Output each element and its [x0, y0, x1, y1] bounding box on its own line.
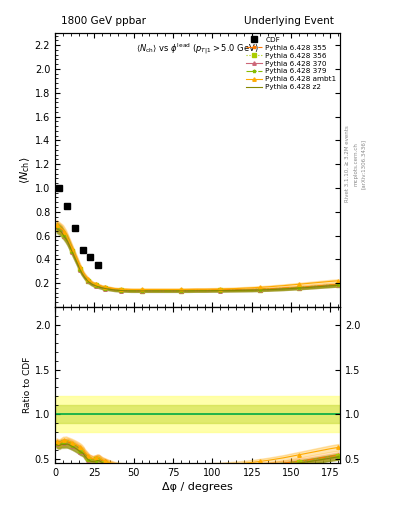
Pythia 6.428 355 — [305, 284, 309, 290]
Pythia 6.428 ambt1 — [336, 278, 341, 284]
Pythia 6.428 370 — [86, 279, 90, 285]
Pythia 6.428 355 — [62, 231, 67, 238]
Pythia 6.428 356 — [79, 269, 84, 275]
Pythia 6.428 z2 — [54, 225, 59, 231]
Pythia 6.428 355 — [98, 283, 103, 289]
Pythia 6.428 ambt1 — [128, 286, 133, 292]
Pythia 6.428 z2 — [62, 233, 67, 240]
Line: Pythia 6.428 370: Pythia 6.428 370 — [55, 225, 340, 293]
Text: $\langle N_\mathrm{ch}\rangle$ vs $\phi^\mathrm{lead}$ ($p_{T|1} > 5.0$ GeV): $\langle N_\mathrm{ch}\rangle$ vs $\phi^… — [136, 41, 259, 57]
Pythia 6.428 ambt1 — [79, 267, 84, 273]
Pythia 6.428 356 — [336, 282, 341, 288]
CDF — [72, 225, 77, 231]
Text: Rivet 3.1.10, ≥ 3.2M events: Rivet 3.1.10, ≥ 3.2M events — [345, 125, 350, 202]
Pythia 6.428 355 — [54, 223, 59, 229]
Text: [arXiv:1306.3436]: [arXiv:1306.3436] — [361, 139, 366, 189]
Pythia 6.428 356 — [86, 278, 90, 284]
Line: Pythia 6.428 z2: Pythia 6.428 z2 — [57, 228, 338, 291]
Pythia 6.428 356 — [54, 224, 59, 230]
Pythia 6.428 379 — [234, 287, 239, 293]
Pythia 6.428 z2 — [305, 285, 309, 291]
Pythia 6.428 379 — [79, 270, 84, 276]
Line: CDF: CDF — [55, 184, 102, 269]
CDF — [96, 262, 101, 268]
Pythia 6.428 370 — [128, 288, 133, 294]
Pythia 6.428 ambt1 — [86, 276, 90, 282]
Pythia 6.428 ambt1 — [305, 281, 309, 287]
Pythia 6.428 z2 — [98, 284, 103, 290]
Pythia 6.428 z2 — [234, 287, 239, 293]
CDF — [64, 203, 69, 209]
Pythia 6.428 379 — [98, 284, 103, 290]
Y-axis label: $\langle N_\mathrm{ch}\rangle$: $\langle N_\mathrm{ch}\rangle$ — [18, 156, 32, 184]
CDF — [57, 185, 61, 191]
Pythia 6.428 370 — [79, 270, 84, 276]
Pythia 6.428 356 — [234, 287, 239, 293]
Pythia 6.428 z2 — [86, 279, 90, 285]
Text: mcplots.cern.ch: mcplots.cern.ch — [354, 142, 359, 186]
Pythia 6.428 379 — [128, 288, 133, 294]
Pythia 6.428 379 — [62, 232, 67, 239]
Pythia 6.428 379 — [305, 285, 309, 291]
Text: 1800 GeV ppbar: 1800 GeV ppbar — [61, 16, 146, 27]
Pythia 6.428 370 — [62, 232, 67, 239]
Pythia 6.428 355 — [234, 287, 239, 293]
Pythia 6.428 355 — [86, 276, 90, 283]
Pythia 6.428 355 — [131, 287, 136, 293]
Pythia 6.428 356 — [62, 232, 67, 239]
Pythia 6.428 379 — [86, 279, 90, 285]
Pythia 6.428 379 — [54, 224, 59, 230]
CDF — [88, 254, 93, 260]
Line: Pythia 6.428 355: Pythia 6.428 355 — [55, 224, 340, 292]
Pythia 6.428 ambt1 — [54, 222, 59, 228]
Pythia 6.428 ambt1 — [62, 229, 67, 235]
Pythia 6.428 370 — [98, 284, 103, 290]
Pythia 6.428 355 — [336, 281, 341, 287]
Bar — [55, 406, 340, 423]
Pythia 6.428 z2 — [336, 282, 341, 288]
Pythia 6.428 370 — [305, 285, 309, 291]
Pythia 6.428 370 — [336, 282, 341, 288]
Pythia 6.428 355 — [79, 268, 84, 274]
Pythia 6.428 370 — [54, 224, 59, 230]
Text: Underlying Event: Underlying Event — [244, 16, 334, 27]
Pythia 6.428 ambt1 — [98, 283, 103, 289]
Pythia 6.428 ambt1 — [234, 286, 239, 292]
Pythia 6.428 z2 — [128, 288, 133, 294]
Pythia 6.428 356 — [98, 284, 103, 290]
Pythia 6.428 370 — [234, 287, 239, 293]
Y-axis label: Ratio to CDF: Ratio to CDF — [23, 357, 32, 413]
Pythia 6.428 379 — [336, 282, 341, 288]
Line: Pythia 6.428 379: Pythia 6.428 379 — [55, 225, 340, 293]
CDF — [80, 247, 85, 253]
Pythia 6.428 356 — [305, 284, 309, 290]
Line: Pythia 6.428 ambt1: Pythia 6.428 ambt1 — [55, 223, 340, 291]
Pythia 6.428 356 — [131, 288, 136, 294]
Legend: CDF, Pythia 6.428 355, Pythia 6.428 356, Pythia 6.428 370, Pythia 6.428 379, Pyt: CDF, Pythia 6.428 355, Pythia 6.428 356,… — [245, 35, 338, 92]
Bar — [55, 396, 340, 432]
X-axis label: Δφ / degrees: Δφ / degrees — [162, 482, 233, 493]
Pythia 6.428 z2 — [79, 270, 84, 276]
Line: Pythia 6.428 356: Pythia 6.428 356 — [55, 225, 340, 292]
